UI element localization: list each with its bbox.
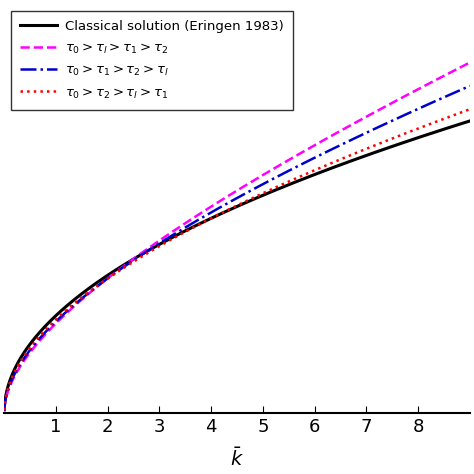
$\tau_0 > \tau_1 > \tau_2 > \tau_l$: [180, 226, 186, 232]
$\tau_0 > \tau_1 > \tau_2 > \tau_l$: [82, 293, 88, 299]
$\tau_0 > \tau_l > \tau_1 > \tau_2$: [200, 209, 206, 215]
$\tau_0 > \tau_2 > \tau_l > \tau_1$: [55, 315, 60, 321]
Classical solution (Eringen 1983): [467, 118, 473, 124]
$\tau_0 > \tau_1 > \tau_2 > \tau_l$: [458, 87, 464, 93]
$\tau_0 > \tau_l > \tau_1 > \tau_2$: [180, 222, 186, 228]
Classical solution (Eringen 1983): [458, 121, 464, 127]
Legend: Classical solution (Eringen 1983), $\tau_0 > \tau_l > \tau_1 > \tau_2$, $\tau_0 : Classical solution (Eringen 1983), $\tau…: [11, 11, 293, 110]
$\tau_0 > \tau_2 > \tau_l > \tau_1$: [408, 128, 413, 134]
$\tau_0 > \tau_l > \tau_1 > \tau_2$: [1, 408, 7, 413]
$\tau_0 > \tau_2 > \tau_l > \tau_1$: [1, 407, 7, 413]
Classical solution (Eringen 1983): [1, 407, 7, 413]
$\tau_0 > \tau_l > \tau_1 > \tau_2$: [458, 64, 464, 70]
$\tau_0 > \tau_1 > \tau_2 > \tau_l$: [55, 317, 60, 323]
Line: $\tau_0 > \tau_2 > \tau_l > \tau_1$: $\tau_0 > \tau_2 > \tau_l > \tau_1$: [4, 109, 470, 410]
X-axis label: $\bar{k}$: $\bar{k}$: [230, 447, 244, 470]
$\tau_0 > \tau_2 > \tau_l > \tau_1$: [467, 107, 473, 112]
$\tau_0 > \tau_l > \tau_1 > \tau_2$: [55, 319, 60, 325]
$\tau_0 > \tau_2 > \tau_l > \tau_1$: [180, 230, 186, 236]
Line: Classical solution (Eringen 1983): Classical solution (Eringen 1983): [4, 121, 470, 410]
$\tau_0 > \tau_l > \tau_1 > \tau_2$: [82, 294, 88, 300]
Line: $\tau_0 > \tau_l > \tau_1 > \tau_2$: $\tau_0 > \tau_l > \tau_1 > \tau_2$: [4, 63, 470, 410]
$\tau_0 > \tau_l > \tau_1 > \tau_2$: [408, 91, 413, 96]
Classical solution (Eringen 1983): [180, 229, 186, 235]
Classical solution (Eringen 1983): [200, 219, 206, 225]
Classical solution (Eringen 1983): [55, 311, 60, 317]
$\tau_0 > \tau_2 > \tau_l > \tau_1$: [82, 292, 88, 298]
$\tau_0 > \tau_2 > \tau_l > \tau_1$: [200, 219, 206, 225]
Classical solution (Eringen 1983): [408, 137, 413, 143]
$\tau_0 > \tau_1 > \tau_2 > \tau_l$: [467, 83, 473, 89]
Classical solution (Eringen 1983): [82, 289, 88, 294]
Line: $\tau_0 > \tau_1 > \tau_2 > \tau_l$: $\tau_0 > \tau_1 > \tau_2 > \tau_l$: [4, 86, 470, 410]
$\tau_0 > \tau_1 > \tau_2 > \tau_l$: [200, 214, 206, 220]
$\tau_0 > \tau_1 > \tau_2 > \tau_l$: [1, 408, 7, 413]
$\tau_0 > \tau_1 > \tau_2 > \tau_l$: [408, 109, 413, 115]
$\tau_0 > \tau_l > \tau_1 > \tau_2$: [467, 60, 473, 65]
$\tau_0 > \tau_2 > \tau_l > \tau_1$: [458, 110, 464, 116]
